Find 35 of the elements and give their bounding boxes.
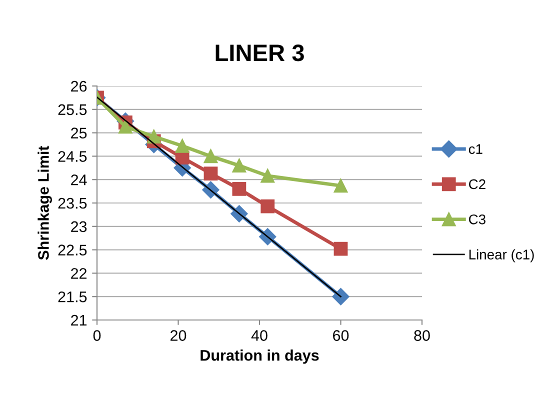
x-axis-title: Duration in days bbox=[200, 350, 319, 364]
point bbox=[232, 182, 246, 196]
y-tick-label: 25 bbox=[71, 128, 87, 138]
point bbox=[175, 138, 190, 153]
y-tick-label: 21 bbox=[71, 314, 87, 326]
x-tick-label: 20 bbox=[170, 330, 186, 341]
y-tick-label: 24.5 bbox=[58, 151, 87, 162]
point bbox=[332, 288, 350, 306]
point bbox=[260, 199, 275, 214]
x-tick-label: 60 bbox=[333, 330, 349, 341]
point bbox=[232, 158, 246, 173]
legend-label: Linear (c1) bbox=[469, 249, 534, 262]
legend-label: C2 bbox=[469, 179, 486, 190]
y-axis-title: Shrinkage Limit bbox=[38, 146, 52, 260]
point bbox=[204, 149, 218, 164]
point bbox=[146, 130, 161, 144]
y-tick-label: 23 bbox=[71, 221, 87, 232]
point bbox=[204, 166, 218, 180]
point bbox=[334, 242, 348, 256]
point bbox=[260, 168, 275, 183]
y-tick-label: 26 bbox=[71, 80, 87, 92]
legend-label: c1 bbox=[468, 144, 482, 154]
point bbox=[334, 178, 348, 193]
y-tick-label: 25.5 bbox=[58, 104, 87, 116]
y-tick-label: 22 bbox=[71, 268, 87, 279]
chart-title: LINER 3 bbox=[216, 44, 304, 62]
point bbox=[118, 120, 132, 134]
legend-label: C3 bbox=[469, 214, 486, 224]
y-tick-label: 22.5 bbox=[58, 244, 87, 256]
y-tick-label: 21.5 bbox=[58, 291, 87, 302]
y-tick-label: 24 bbox=[71, 174, 87, 186]
y-tick-label: 23.5 bbox=[58, 198, 87, 209]
x-tick-label: 40 bbox=[251, 330, 268, 341]
x-tick-label: 0 bbox=[93, 330, 101, 341]
x-tick-label: 80 bbox=[414, 330, 430, 341]
